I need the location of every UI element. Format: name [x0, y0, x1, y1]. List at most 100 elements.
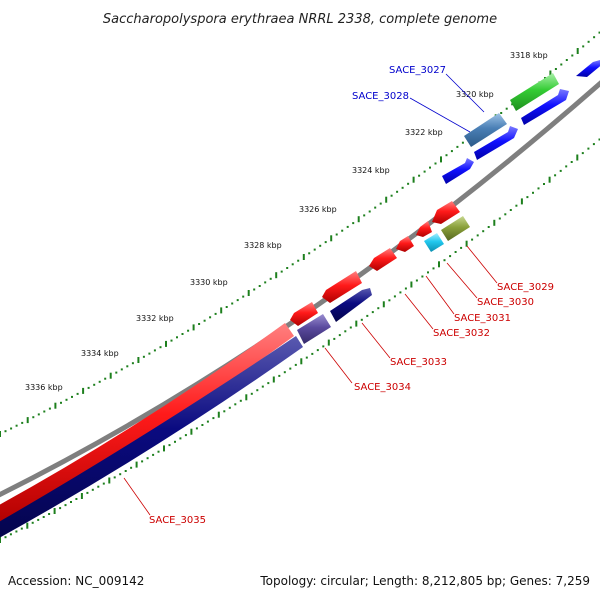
minor-tick: [269, 277, 272, 280]
cds-forward-1[interactable]: [576, 60, 600, 77]
minor-tick: [120, 368, 123, 371]
minor-tick: [297, 259, 300, 262]
minor-tick: [104, 377, 107, 380]
cds-navy-1[interactable]: [330, 288, 372, 322]
minor-tick: [371, 311, 374, 314]
cds-navy-sace-3035[interactable]: [0, 336, 303, 543]
minor-tick: [509, 209, 512, 211]
minor-tick: [65, 398, 68, 401]
major-tick: [440, 156, 442, 163]
minor-tick: [560, 63, 563, 66]
cds-forward-3[interactable]: [474, 126, 518, 160]
major-tick: [0, 537, 1, 543]
minor-tick: [587, 40, 590, 43]
minor-tick: [157, 450, 160, 453]
minor-tick: [15, 424, 18, 427]
major-tick: [330, 235, 333, 242]
cds-reverse-sace-3033[interactable]: [322, 271, 362, 303]
gene-sace-3034-feature[interactable]: [297, 314, 331, 344]
cds-reverse-sace-3029[interactable]: [432, 201, 460, 224]
gene-label-sace-3029[interactable]: SACE_3029: [497, 282, 554, 293]
gene-sace-3027-feature[interactable]: [510, 73, 559, 111]
gene-label-sace-3035[interactable]: SACE_3035: [149, 515, 206, 526]
minor-tick: [87, 386, 90, 389]
major-tick: [465, 240, 468, 247]
minor-tick: [352, 222, 355, 225]
major-tick: [220, 307, 223, 314]
minor-tick: [407, 182, 410, 185]
minor-tick: [423, 170, 426, 173]
minor-tick: [239, 399, 242, 402]
gene-label-sace-3030[interactable]: SACE_3030: [477, 297, 534, 308]
minor-tick: [70, 501, 72, 503]
minor-tick: [148, 352, 151, 355]
gene-label-sace-3028[interactable]: SACE_3028: [352, 91, 409, 102]
minor-tick: [126, 365, 129, 368]
minor-tick: [291, 263, 294, 266]
gene-label-sace-3027[interactable]: SACE_3027: [389, 65, 446, 76]
minor-tick: [565, 59, 568, 61]
major-tick: [192, 324, 195, 331]
gene-label-sace-3034[interactable]: SACE_3034: [354, 382, 411, 393]
minor-tick: [341, 229, 344, 232]
minor-tick: [286, 267, 289, 269]
major-tick: [493, 219, 496, 226]
minor-tick: [9, 533, 12, 536]
minor-tick: [98, 380, 101, 383]
minor-tick: [379, 202, 382, 205]
minor-tick: [253, 288, 256, 291]
leader-line: [446, 262, 478, 299]
minor-tick: [280, 270, 283, 273]
gene-sace-3030-feature[interactable]: [424, 233, 444, 252]
minor-tick: [119, 473, 122, 476]
minor-tick: [390, 194, 393, 197]
cds-reverse-sace-3035[interactable]: [0, 323, 294, 527]
gene-label-sace-3032[interactable]: SACE_3032: [433, 328, 490, 339]
inner-tick-dots: [0, 138, 600, 543]
gene-label-sace-3031[interactable]: SACE_3031: [454, 313, 511, 324]
minor-tick: [335, 233, 338, 236]
leader-line: [466, 245, 498, 284]
scale-label: 3332 kbp: [136, 314, 174, 323]
minor-tick: [250, 392, 253, 395]
minor-tick: [366, 314, 369, 317]
minor-tick: [48, 513, 51, 515]
minor-tick: [115, 371, 118, 374]
minor-tick: [313, 248, 316, 251]
cds-forward-4[interactable]: [442, 158, 474, 184]
minor-tick: [587, 147, 590, 150]
minor-tick: [570, 161, 573, 163]
minor-tick: [32, 416, 35, 419]
minor-tick: [223, 410, 226, 413]
minor-tick: [445, 154, 448, 157]
minor-tick: [454, 251, 457, 253]
minor-tick: [592, 143, 595, 146]
minor-tick: [311, 352, 314, 355]
gene-label-sace-3033[interactable]: SACE_3033: [390, 357, 447, 368]
gene-sace-3028-feature[interactable]: [464, 113, 507, 147]
minor-tick: [456, 145, 459, 148]
minor-tick: [511, 103, 514, 106]
major-tick: [26, 522, 29, 529]
gene-labels: SACE_3027 SACE_3028 SACE_3029 SACE_3030 …: [149, 65, 554, 526]
minor-tick: [258, 285, 261, 287]
major-tick: [82, 387, 85, 394]
gene-sace-3029-feature[interactable]: [441, 216, 470, 241]
cds-forward-2[interactable]: [521, 89, 569, 125]
major-tick: [247, 290, 250, 296]
minor-tick: [231, 302, 234, 305]
scale-label: 3330 kbp: [190, 278, 228, 287]
minor-tick: [91, 488, 94, 491]
cds-reverse-sace-3034[interactable]: [290, 302, 318, 326]
minor-tick: [159, 346, 162, 349]
cds-reverse-sace-3031[interactable]: [396, 236, 414, 252]
cds-reverse-sace-3030[interactable]: [416, 221, 432, 237]
minor-tick: [461, 141, 464, 144]
minor-tick: [256, 389, 259, 392]
major-tick: [245, 394, 248, 401]
cds-reverse-sace-3032[interactable]: [369, 248, 397, 271]
minor-tick: [59, 507, 62, 510]
major-tick: [302, 254, 305, 260]
minor-tick: [319, 244, 322, 247]
major-tick: [382, 301, 385, 308]
